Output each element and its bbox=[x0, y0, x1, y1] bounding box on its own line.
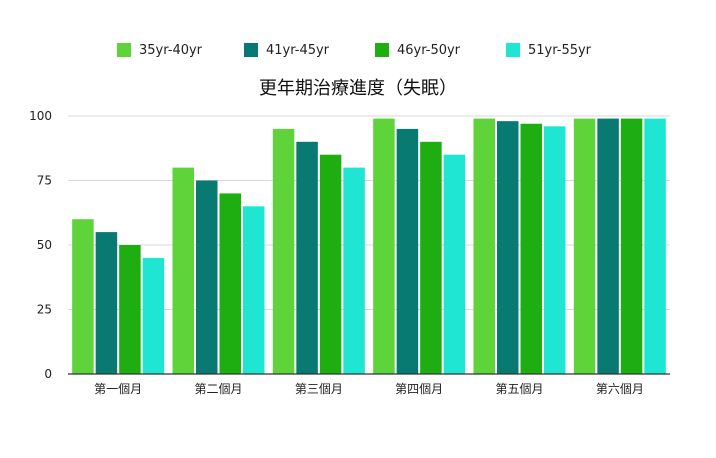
bar bbox=[243, 206, 265, 374]
legend-item-35-40: 35yr-40yr bbox=[117, 40, 202, 60]
legend-label: 51yr-55yr bbox=[528, 42, 592, 58]
bar bbox=[119, 245, 141, 374]
legend-item-46-50: 46yr-50yr bbox=[375, 40, 460, 60]
bar bbox=[420, 141, 442, 374]
bar bbox=[396, 128, 419, 374]
y-tick-label: 100 bbox=[29, 109, 52, 123]
bar bbox=[544, 126, 566, 374]
bar bbox=[620, 118, 643, 374]
legend-label: 41yr-45yr bbox=[266, 42, 330, 58]
y-tick-label: 0 bbox=[44, 367, 52, 381]
bar bbox=[72, 219, 94, 374]
y-tick-label: 25 bbox=[37, 303, 52, 317]
y-tick-label: 50 bbox=[37, 238, 52, 252]
x-tick-label: 第三個月 bbox=[295, 382, 343, 396]
legend-swatch bbox=[506, 43, 520, 57]
bar bbox=[172, 167, 194, 374]
bar bbox=[497, 121, 519, 374]
y-tick-label: 75 bbox=[37, 174, 52, 188]
bar bbox=[644, 118, 666, 374]
x-tick-label: 第六個月 bbox=[596, 382, 644, 396]
bar bbox=[272, 128, 295, 374]
bar bbox=[343, 167, 365, 374]
bar bbox=[373, 118, 395, 374]
bar bbox=[142, 257, 165, 374]
bar bbox=[219, 193, 241, 374]
bar bbox=[196, 180, 218, 374]
legend-label: 46yr-50yr bbox=[397, 42, 461, 58]
legend-swatch bbox=[375, 43, 389, 57]
bar bbox=[473, 118, 495, 374]
bar bbox=[573, 118, 596, 374]
x-tick-label: 第四個月 bbox=[395, 382, 443, 396]
legend-item-41-45: 41yr-45yr bbox=[244, 40, 329, 60]
bar bbox=[296, 141, 318, 374]
x-tick-label: 第二個月 bbox=[194, 382, 242, 396]
bar bbox=[520, 123, 542, 375]
bar bbox=[95, 232, 118, 374]
chart-title: 更年期治療進度（失眠） bbox=[259, 78, 457, 99]
bar bbox=[597, 118, 619, 374]
legend-swatch bbox=[244, 43, 258, 57]
bar bbox=[319, 154, 342, 374]
x-tick-label: 第五個月 bbox=[495, 382, 543, 396]
legend-item-51-55: 51yr-55yr bbox=[506, 40, 591, 60]
legend-label: 35yr-40yr bbox=[139, 42, 203, 58]
x-tick-label: 第一個月 bbox=[94, 382, 142, 396]
legend-swatch bbox=[117, 43, 131, 57]
legend: 35yr-40yr 41yr-45yr 46yr-50yr 51yr-55yr bbox=[0, 40, 716, 62]
bar bbox=[443, 154, 466, 374]
